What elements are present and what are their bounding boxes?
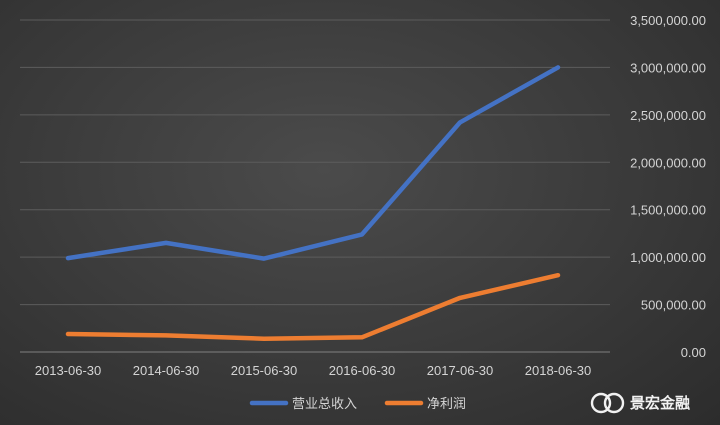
legend-label: 营业总收入 <box>292 397 357 412</box>
y-tick-label: 1,500,000.00 <box>630 203 706 218</box>
x-tick-label: 2015-06-30 <box>231 363 298 378</box>
x-tick-label: 2013-06-30 <box>35 363 102 378</box>
series-line-1 <box>65 65 561 261</box>
y-axis-tick-labels: 0.00 500,000.00 1,000,000.00 1,500,000.00 2,… <box>630 13 706 360</box>
x-tick-label: 2016-06-30 <box>329 363 396 378</box>
y-tick-label: 1,000,000.00 <box>630 250 706 265</box>
legend: 营业总收入 净利润 <box>249 397 466 412</box>
x-tick-label: 2014-06-30 <box>133 363 200 378</box>
grid-lines <box>20 19 610 353</box>
watermark-logo-ring-left <box>590 392 612 414</box>
y-tick-label: 3,000,000.00 <box>630 60 706 75</box>
watermark-text: 景宏金融 <box>630 394 690 412</box>
y-tick-label: 0.00 <box>681 345 706 360</box>
watermark-logo-ring-right <box>603 392 625 414</box>
series-lines <box>65 65 561 341</box>
x-tick-label: 2017-06-30 <box>427 363 494 378</box>
series-line-2 <box>65 272 561 341</box>
x-tick-label: 2018-06-30 <box>525 363 592 378</box>
y-tick-label: 500,000.00 <box>641 298 706 313</box>
y-tick-label: 2,500,000.00 <box>630 108 706 123</box>
y-tick-label: 3,500,000.00 <box>630 13 706 28</box>
watermark: 景宏金融 <box>590 392 690 414</box>
legend-label: 净利润 <box>427 397 466 412</box>
x-axis-tick-labels: 2013-06-30 2014-06-30 2015-06-30 2016-06-30… <box>35 363 592 378</box>
y-tick-label: 2,000,000.00 <box>630 155 706 170</box>
